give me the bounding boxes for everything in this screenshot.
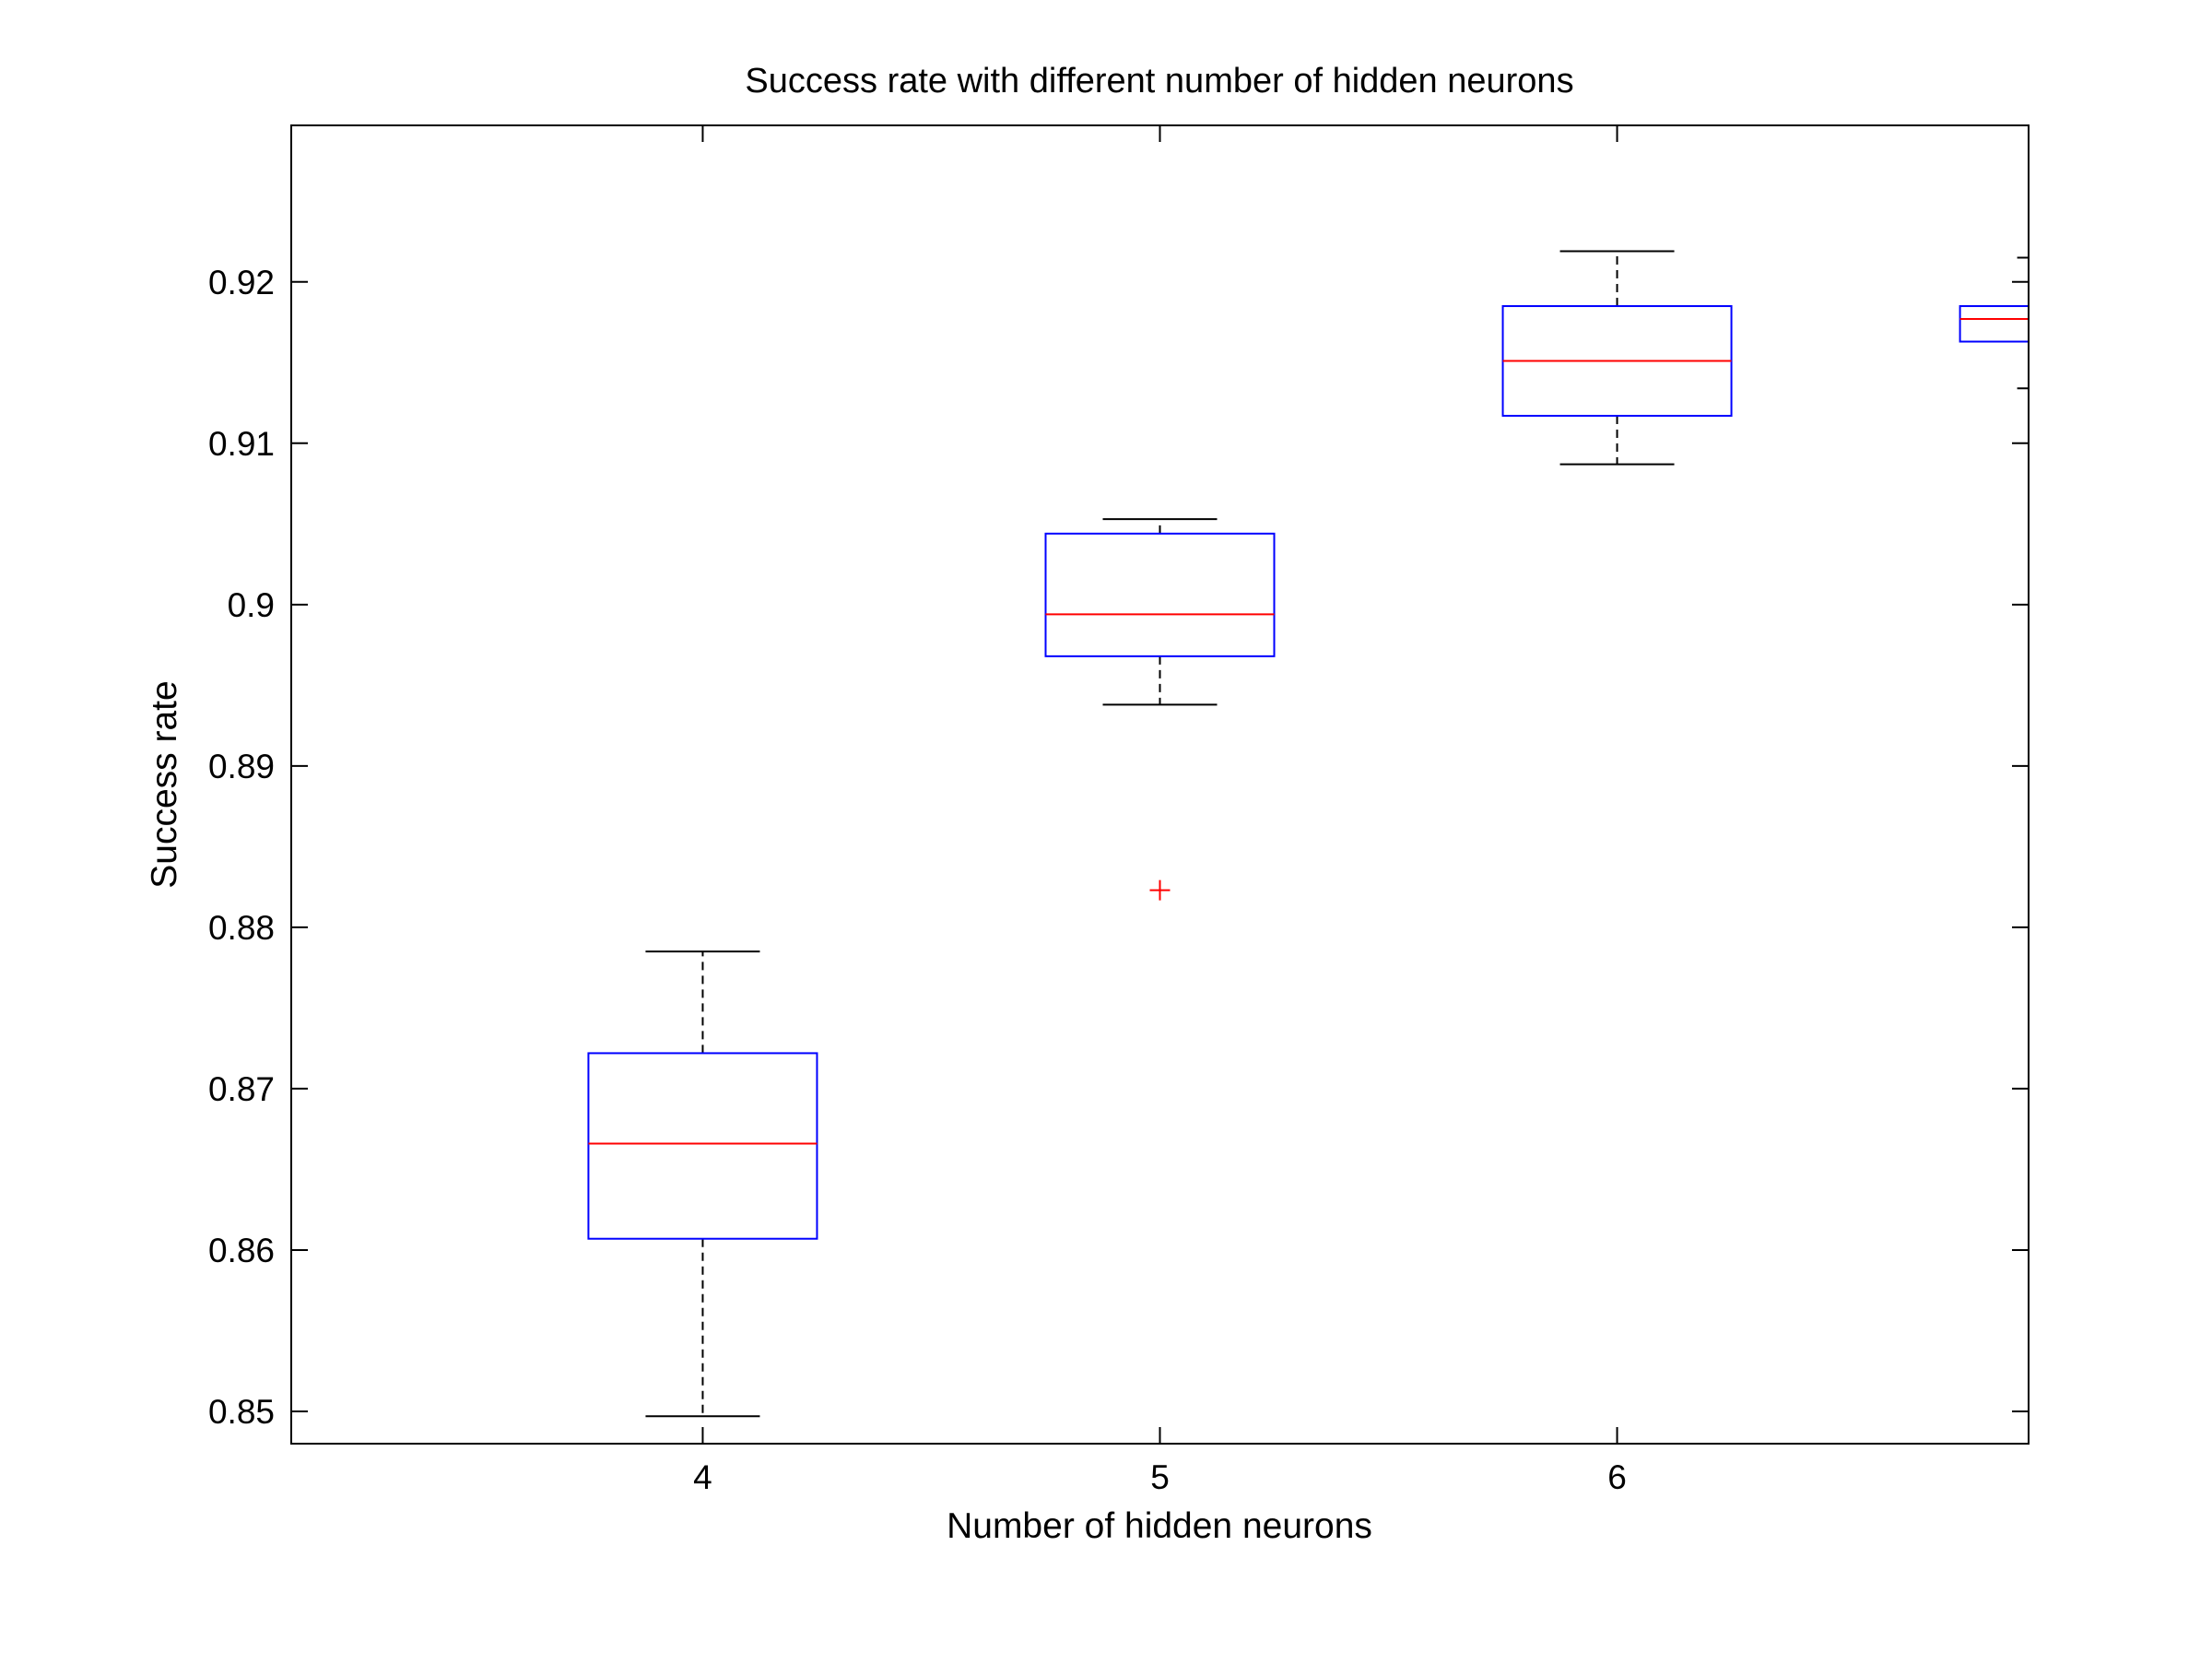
box-iqr — [1959, 305, 2029, 343]
chart-title: Success rate with different number of hi… — [745, 62, 1573, 100]
y-tick-label: 0.86 — [208, 1232, 275, 1269]
box-group — [587, 950, 818, 1418]
y-tick-label: 0.9 — [228, 586, 275, 624]
box-iqr — [1044, 532, 1276, 657]
box-group — [1959, 256, 2029, 390]
y-axis-label: Success rate — [145, 680, 184, 888]
box-iqr — [587, 1052, 818, 1240]
x-tick-label: 5 — [1150, 1458, 1170, 1496]
box-group — [1501, 250, 1733, 466]
x-axis-label: Number of hidden neurons — [947, 1506, 1372, 1546]
x-tick-label: 6 — [1607, 1458, 1627, 1496]
y-tick-label: 0.92 — [208, 264, 275, 301]
y-tick-label: 0.89 — [208, 748, 275, 785]
y-tick-labels: 0.85 0.86 0.87 0.88 0.89 0.9 0.91 0.92 — [208, 264, 275, 1431]
y-tick-label: 0.91 — [208, 425, 275, 463]
y-tick-label: 0.87 — [208, 1070, 275, 1108]
axis-ticks — [291, 125, 2029, 1444]
y-tick-label: 0.88 — [208, 909, 275, 947]
x-tick-label: 4 — [693, 1458, 712, 1496]
y-tick-label: 0.85 — [208, 1393, 275, 1431]
x-tick-labels: 4 5 6 — [693, 1458, 1627, 1496]
plot-area-frame — [290, 124, 2030, 1445]
box-series — [587, 250, 2029, 1418]
box-group — [1044, 518, 1276, 901]
